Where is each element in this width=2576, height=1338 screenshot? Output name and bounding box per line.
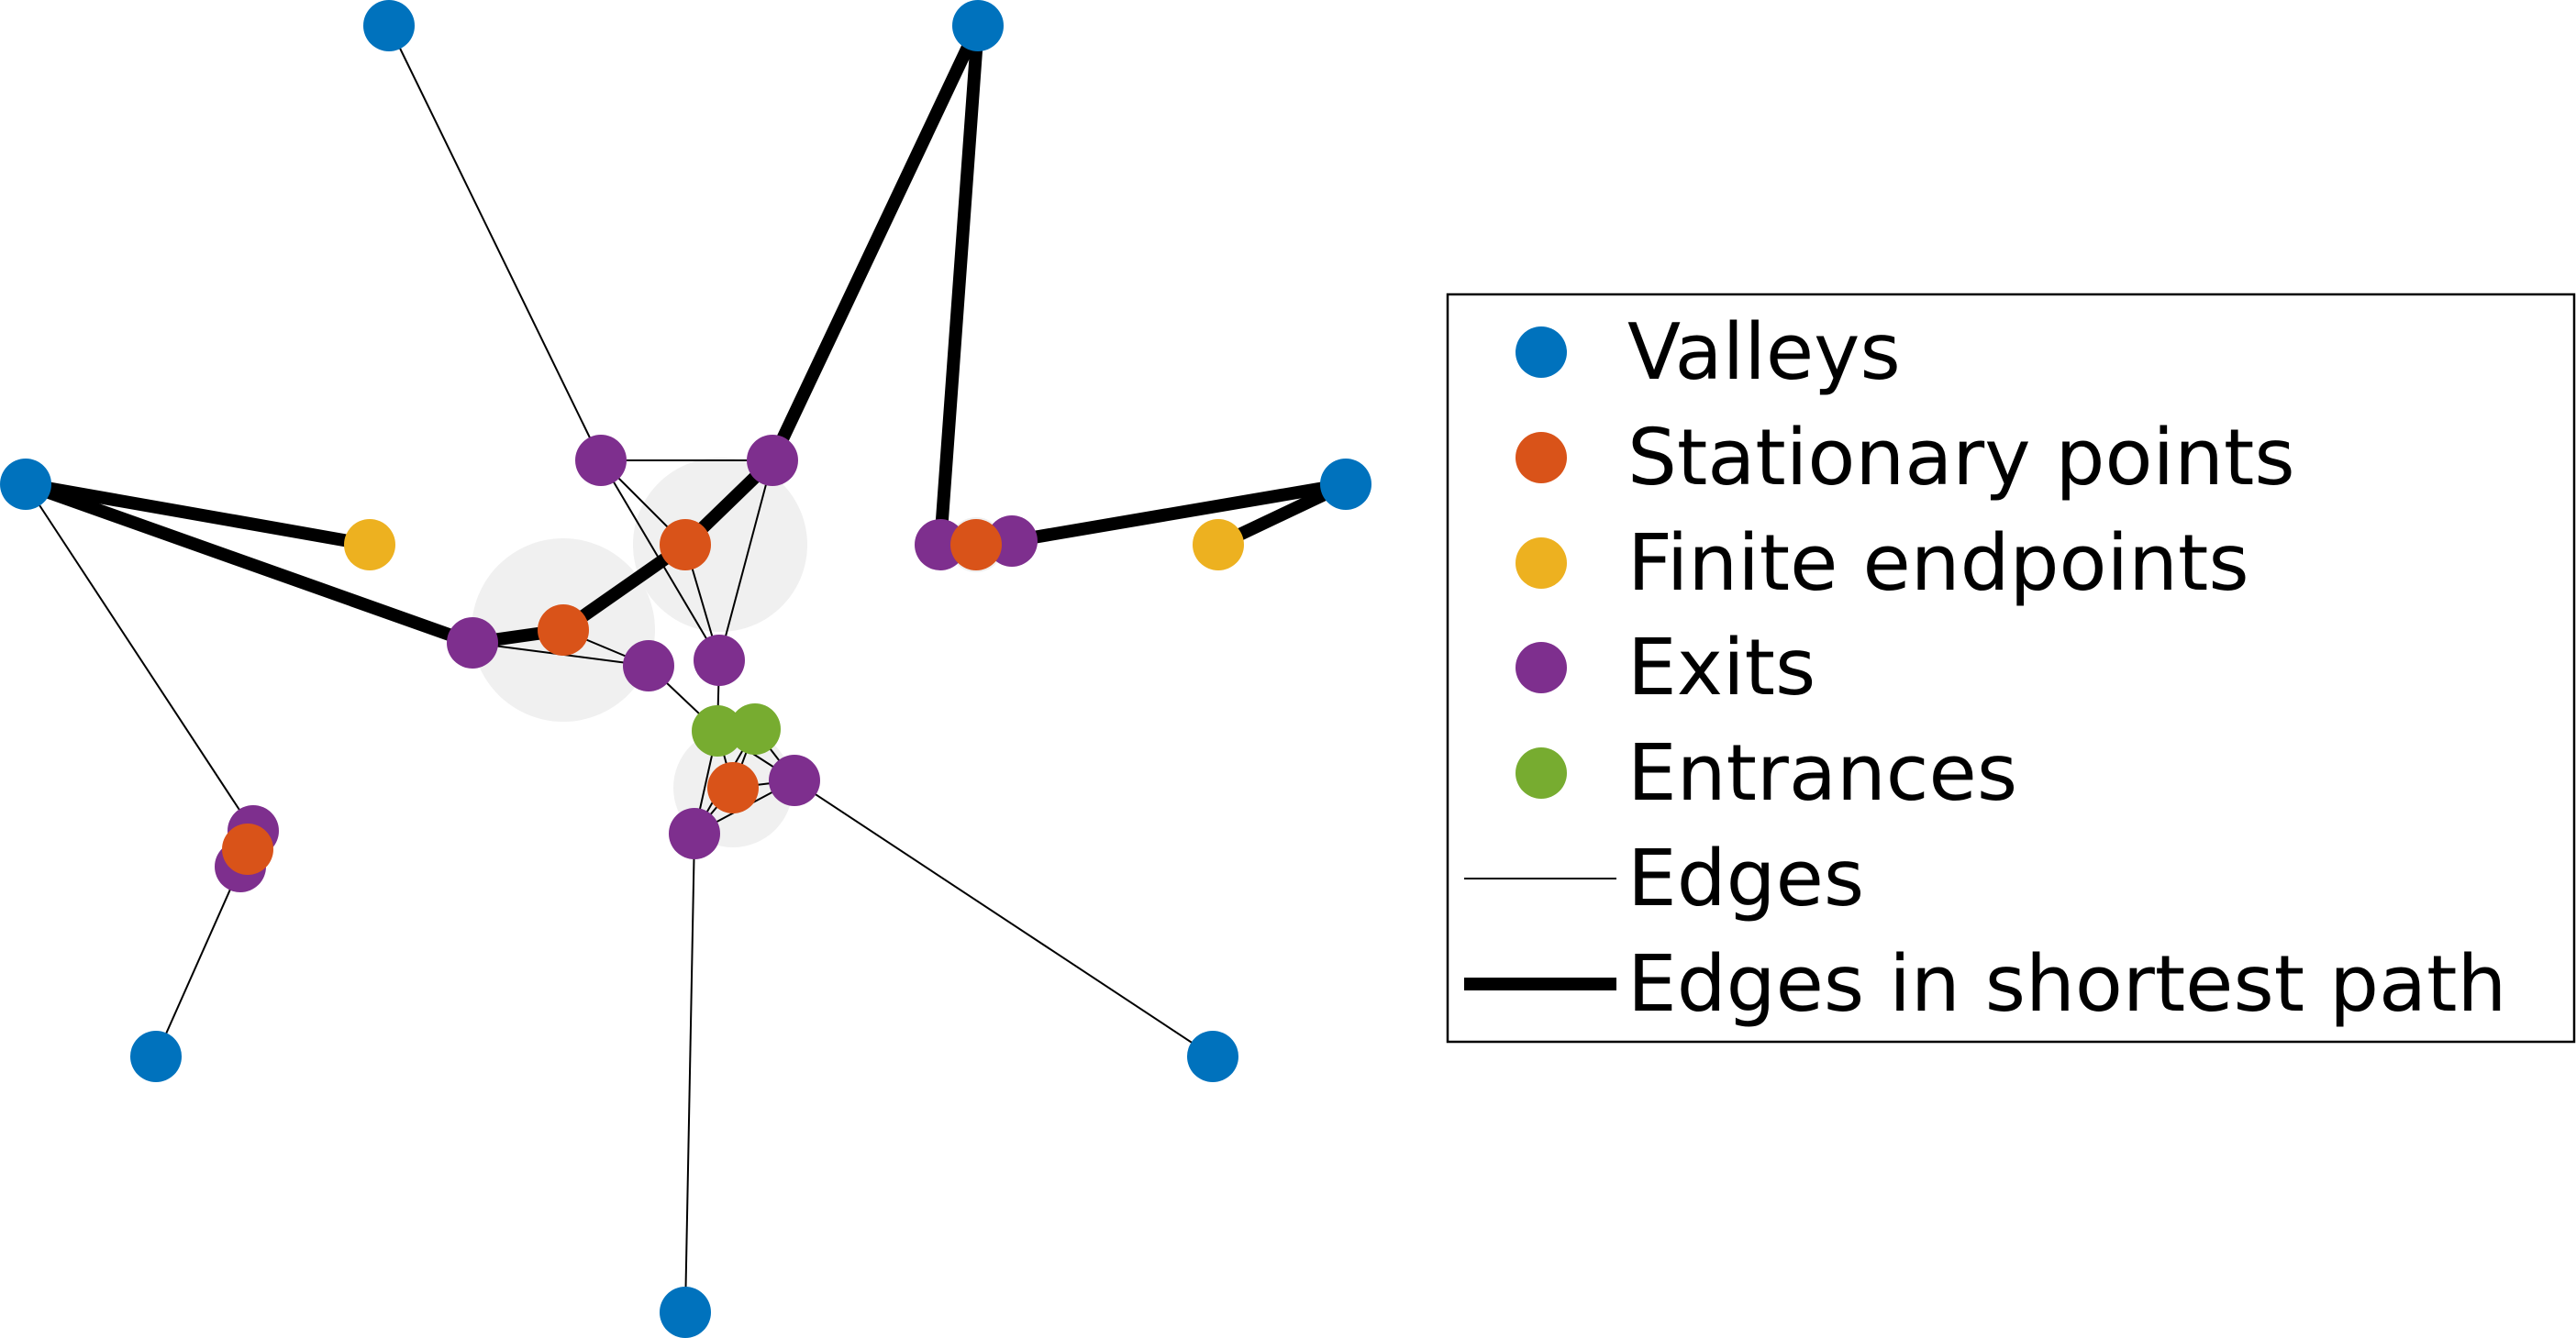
valley-node <box>130 1031 182 1082</box>
legend-finite-endpoints-label: Finite endpoints <box>1627 518 2249 609</box>
edge <box>155 866 241 1057</box>
exit-node <box>915 519 966 570</box>
legend-exits-label: Exits <box>1627 623 1815 713</box>
stationary-node <box>222 824 273 875</box>
exit-node <box>447 617 498 669</box>
nodes-layer <box>0 0 1371 1338</box>
exit-node <box>769 755 820 806</box>
entrance-node <box>692 705 743 757</box>
shortest-path-edge <box>19 478 479 649</box>
stationary-node <box>538 604 589 656</box>
shortest-path-edge <box>1005 478 1352 547</box>
stationary-node <box>660 519 711 570</box>
exit-node <box>669 808 720 859</box>
edge <box>25 483 254 832</box>
exit-node <box>623 640 674 691</box>
legend-stationary-marker <box>1516 432 1567 483</box>
legend-shortest-path-label: Edges in shortest path <box>1627 939 2506 1030</box>
shortest-path-edge <box>934 19 984 551</box>
valley-node <box>1187 1031 1238 1082</box>
valley-node <box>952 0 1004 51</box>
edge <box>684 833 695 1313</box>
edge <box>794 780 1214 1057</box>
shortest-path-edge <box>766 19 984 467</box>
stationary-node <box>950 519 1002 570</box>
legend-valley-marker <box>1516 326 1567 378</box>
exit-node <box>747 435 798 486</box>
finite-endpoint-node <box>1193 519 1244 570</box>
shortest-path-edge <box>19 478 376 551</box>
valley-node <box>363 0 415 51</box>
legend-entrances-label: Entrances <box>1627 728 2017 819</box>
valley-node <box>1320 459 1371 510</box>
entrance-node <box>729 703 781 755</box>
valley-node <box>660 1287 711 1338</box>
legend: Valleys Stationary points Finite endpoin… <box>1446 293 2576 1044</box>
stationary-node <box>707 762 759 813</box>
exit-node <box>575 435 627 486</box>
legend-valleys-label: Valleys <box>1627 307 1901 398</box>
legend-edges-label: Edges <box>1627 834 1864 924</box>
valley-node <box>0 459 51 510</box>
legend-exit-marker <box>1516 642 1567 693</box>
edge <box>718 459 773 661</box>
finite-endpoint-node <box>344 519 395 570</box>
legend-finite-endpoint-marker <box>1516 537 1567 589</box>
exit-node <box>694 635 745 686</box>
legend-entrance-marker <box>1516 747 1567 799</box>
legend-box <box>1446 293 2576 1044</box>
edge <box>388 25 602 461</box>
legend-stationary-label: Stationary points <box>1627 413 2295 503</box>
